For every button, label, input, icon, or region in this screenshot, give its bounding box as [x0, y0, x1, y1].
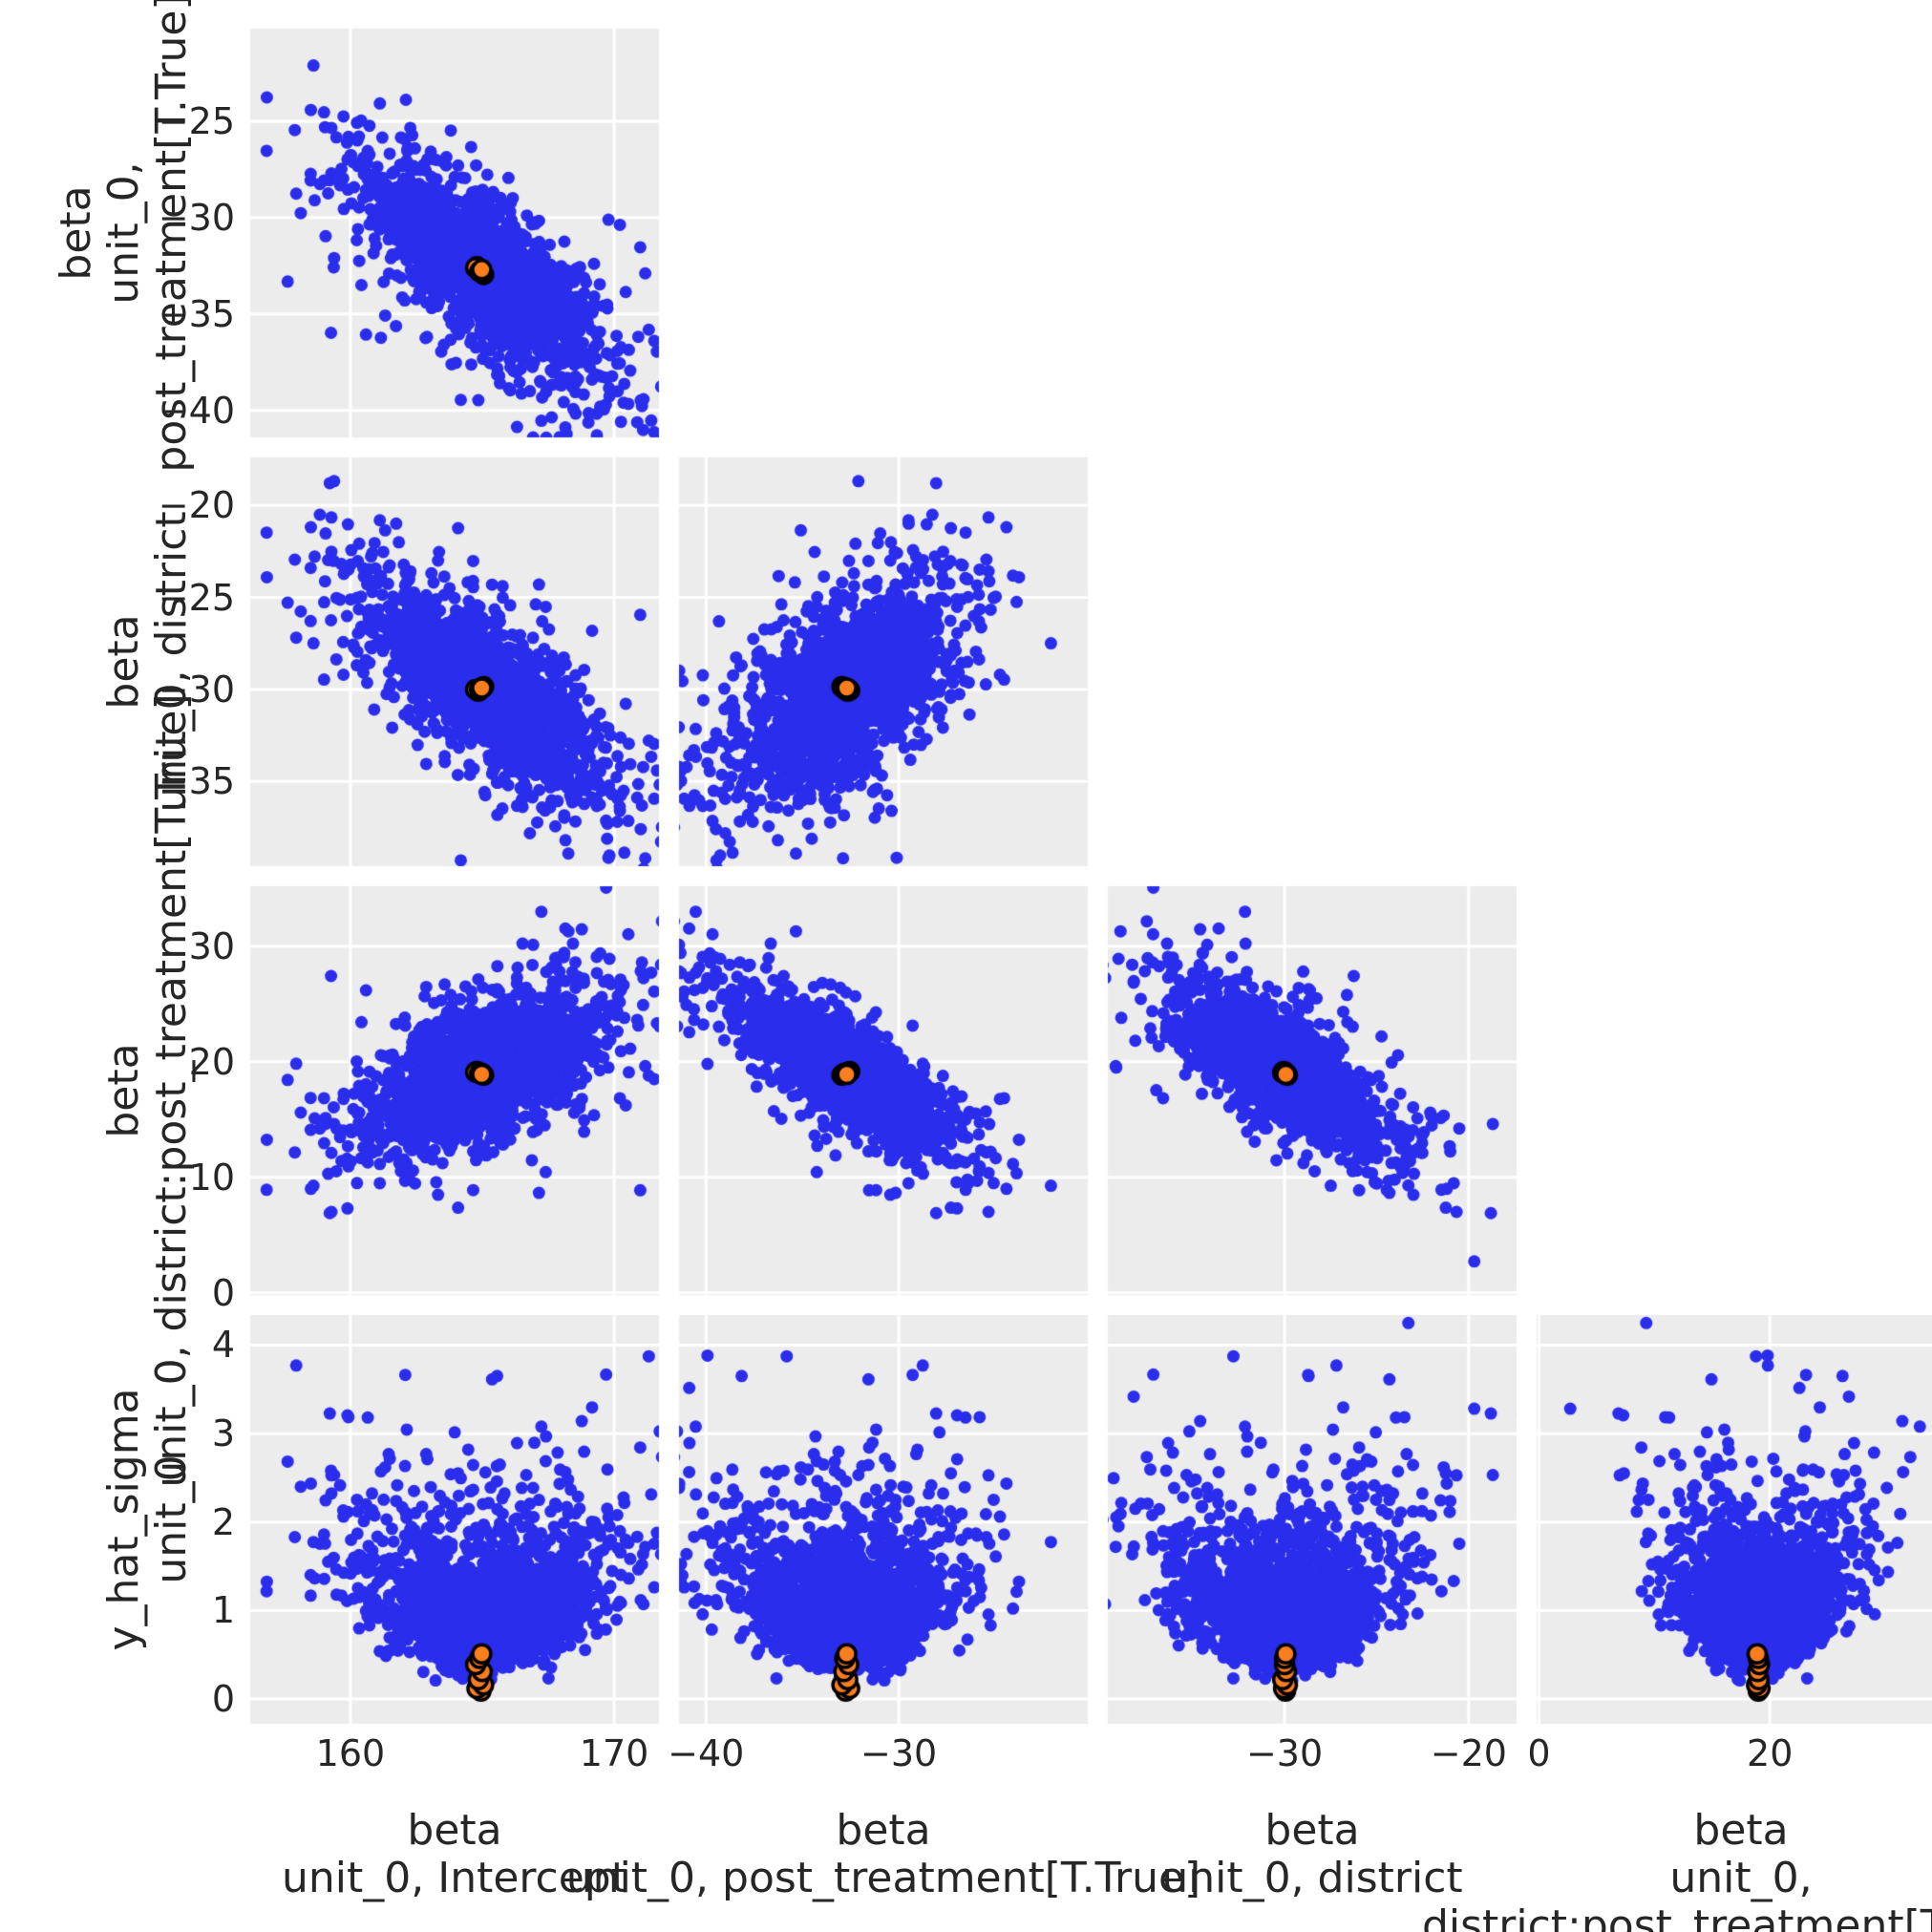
- y-tick-label-beta_district_post_treatment: 30: [188, 924, 235, 967]
- y-tick-label-y_hat_sigma: 1: [211, 1589, 235, 1632]
- y-tick-label-beta_district_post_treatment: 20: [188, 1040, 235, 1083]
- y-tick-label-beta_post_treatment: −25: [158, 99, 235, 142]
- y-tick-label-beta_post_treatment: −35: [158, 292, 235, 335]
- x-axis-label-beta_post_treatment-line2: unit_0, post_treatment[T.True]: [565, 1854, 1201, 1902]
- y-tick-label-beta_district: −20: [158, 484, 235, 527]
- x-tick-label-beta_district_post_treatment: 0: [1527, 1732, 1551, 1774]
- y-tick-label-y_hat_sigma: 2: [211, 1500, 235, 1543]
- y-tick-label-beta_post_treatment: −30: [158, 196, 235, 239]
- x-tick-label-beta_district: −20: [1430, 1732, 1507, 1774]
- x-tick-label-beta_intercept: 170: [579, 1732, 649, 1774]
- x-axis-label-beta_intercept-line1: beta: [407, 1806, 502, 1855]
- x-axis-label-beta_district-line2: unit_0, district: [1161, 1854, 1463, 1902]
- y-tick-label-beta_district: −35: [158, 760, 235, 803]
- y-tick-label-y_hat_sigma: 4: [211, 1324, 235, 1367]
- x-tick-label-beta_district: −30: [1245, 1732, 1324, 1774]
- x-tick-label-beta_intercept: 160: [315, 1732, 386, 1774]
- y-tick-label-beta_district: −25: [158, 576, 235, 619]
- y-tick-label-y_hat_sigma: 3: [211, 1412, 235, 1455]
- y-tick-label-beta_district_post_treatment: 10: [188, 1156, 235, 1199]
- y-axis-label-y_hat_sigma: y_hat_sigma unit_0: [99, 1388, 196, 1651]
- x-axis-label-beta_district_post_treatment-line1: beta: [1693, 1806, 1789, 1855]
- y-tick-label-beta_district: −30: [158, 668, 235, 711]
- x-tick-label-beta_post_treatment: −30: [860, 1732, 938, 1774]
- x-axis-label-beta_post_treatment-line1: beta: [836, 1806, 931, 1855]
- x-axis-label-beta_district_post_treatment-line3: district:post_treatment[T.True]: [1421, 1901, 1932, 1932]
- x-axis-label-beta_intercept-line2: unit_0, Intercept: [282, 1854, 627, 1902]
- y-tick-label-beta_district_post_treatment: 0: [211, 1271, 235, 1314]
- x-axis-label-beta_district-line1: beta: [1264, 1806, 1360, 1855]
- y-tick-label-beta_post_treatment: −40: [158, 389, 235, 432]
- x-tick-label-beta_district_post_treatment: 20: [1747, 1732, 1794, 1774]
- x-axis-label-beta_district_post_treatment-line2: unit_0,: [1669, 1854, 1813, 1902]
- y-tick-label-y_hat_sigma: 0: [211, 1678, 235, 1721]
- x-tick-label-beta_post_treatment: −40: [668, 1732, 745, 1774]
- y-axis-label-beta_post_treatment: beta unit_0, post_treatment[T.True]: [52, 0, 196, 473]
